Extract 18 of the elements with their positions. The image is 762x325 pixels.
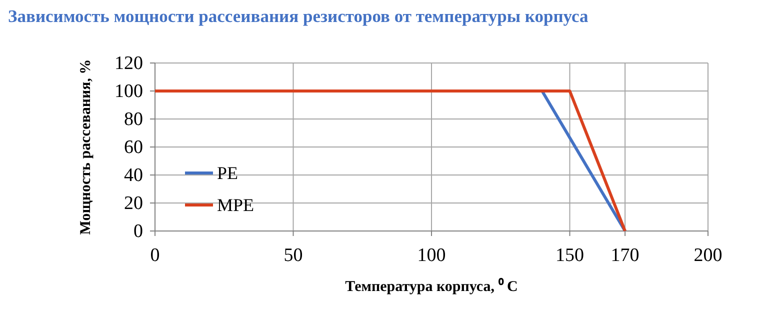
x-tick-label: 150	[556, 245, 584, 266]
x-tick-label: 50	[284, 245, 303, 266]
chart-title: Зависимость мощности рассеивания резисторов от температуры корпуса	[8, 6, 588, 26]
legend-label: PE	[217, 163, 238, 183]
y-tick-label: 100	[114, 81, 143, 102]
x-tick-label: 170	[610, 245, 640, 266]
y-tick-label: 60	[124, 137, 143, 158]
y-tick-label: 20	[124, 193, 143, 214]
y-tick-label: 120	[114, 53, 143, 74]
x-tick-label: 100	[417, 245, 446, 266]
x-tick-label: 0	[150, 245, 160, 266]
x-tick-label: 200	[694, 245, 722, 266]
y-tick-label: 80	[124, 109, 143, 130]
y-tick-label: 0	[134, 221, 143, 242]
x-axis-title: Температура корпуса, ⁰ C	[345, 277, 518, 295]
y-tick-label: 40	[124, 165, 143, 186]
legend-label: MPE	[217, 195, 254, 215]
y-axis-title: Мощность рассевания, %	[78, 59, 94, 235]
